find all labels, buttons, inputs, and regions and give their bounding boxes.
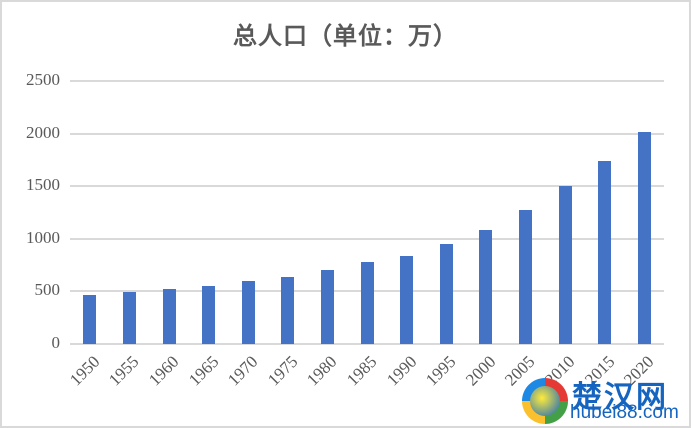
bar-2015 — [598, 160, 612, 344]
y-tick-label: 2000 — [26, 122, 60, 142]
watermark-logo: 楚汉网 hubei88.com — [522, 372, 690, 426]
bar-2000 — [479, 229, 493, 344]
y-tick-label: 2500 — [26, 70, 60, 89]
bar-2005 — [518, 209, 532, 344]
bar-1980 — [320, 269, 334, 344]
bar-1965 — [202, 285, 216, 344]
gridline — [70, 132, 664, 135]
bar-1990 — [400, 255, 414, 344]
gridline — [70, 343, 664, 345]
y-tick-label: 0 — [51, 333, 61, 352]
watermark-cn: 楚汉网 — [572, 380, 668, 415]
watermark-en: hubei88.com — [570, 402, 679, 423]
y-tick-label: 500 — [34, 280, 61, 300]
bar-1970 — [241, 281, 255, 344]
gridline — [70, 80, 664, 82]
bar-1955 — [122, 291, 136, 344]
bar-1960 — [162, 288, 176, 344]
y-tick-label: 1500 — [26, 175, 60, 195]
bar-2020 — [637, 132, 651, 344]
gridline — [70, 237, 664, 240]
chart-title: 总人口（单位：万） — [233, 21, 458, 50]
y-tick-label: 1000 — [26, 227, 60, 247]
gridline — [70, 185, 664, 188]
bar-1950 — [83, 295, 97, 344]
bar-1975 — [281, 276, 295, 344]
plot-area — [70, 80, 664, 345]
bar-1985 — [360, 261, 374, 344]
bar-2010 — [558, 185, 572, 344]
globe-icon — [522, 378, 568, 424]
bar-1995 — [439, 243, 453, 344]
